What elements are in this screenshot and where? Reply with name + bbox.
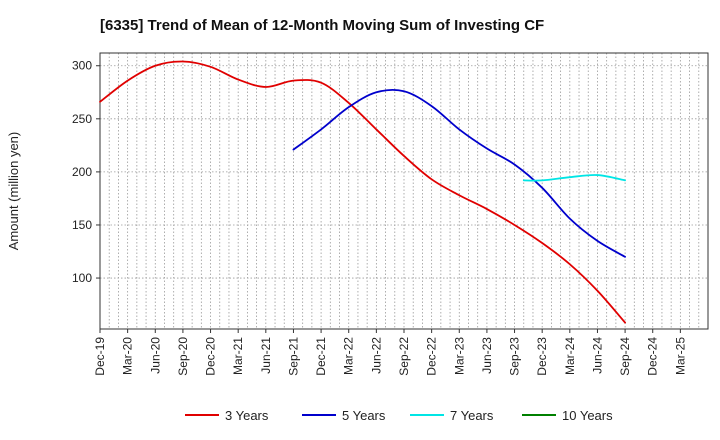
x-tick-label: Mar-20 <box>121 337 135 375</box>
x-tick-label: Jun-22 <box>369 337 383 374</box>
y-axis-label: Amount (million yen) <box>6 132 21 251</box>
series-line-3-years <box>99 60 626 324</box>
x-tick-label: Sep-22 <box>397 337 411 376</box>
x-tick-label: Mar-24 <box>563 337 577 375</box>
x-tick-label: Dec-19 <box>93 337 107 376</box>
x-tick-label: Mar-22 <box>342 337 356 375</box>
x-tick-label: Sep-21 <box>286 337 300 376</box>
series-lines <box>99 60 626 324</box>
x-tick-label: Mar-25 <box>673 337 687 375</box>
x-axis: Dec-19 Mar-20 Jun-20 Sep-20 Dec-20 Mar-21 Jun-… <box>93 329 687 376</box>
x-tick-label: Dec-20 <box>204 337 218 376</box>
x-tick-label: Dec-23 <box>535 337 549 376</box>
y-tick-label: 300 <box>72 59 92 73</box>
legend: 3 Years 5 Years 7 Years 10 Years <box>185 408 613 423</box>
y-tick-label: 250 <box>72 112 92 126</box>
y-tick-label: 150 <box>72 218 92 232</box>
x-tick-label: Dec-22 <box>425 337 439 376</box>
series-line-5-years <box>292 88 626 258</box>
x-tick-label: Sep-23 <box>508 337 522 376</box>
y-tick-label: 100 <box>72 271 92 285</box>
y-axis: 100 150 200 250 300 <box>72 59 100 285</box>
grid-lines <box>100 53 708 329</box>
x-tick-label: Sep-24 <box>618 337 632 376</box>
x-tick-label: Mar-23 <box>452 337 466 375</box>
y-tick-label: 200 <box>72 165 92 179</box>
chart-title: [6335] Trend of Mean of 12-Month Moving … <box>100 17 544 34</box>
x-tick-label: Jun-20 <box>148 337 162 374</box>
x-tick-label: Jun-23 <box>480 337 494 374</box>
x-tick-label: Jun-24 <box>590 337 604 374</box>
x-tick-label: Dec-24 <box>646 337 660 376</box>
x-tick-label: Sep-20 <box>176 337 190 376</box>
series-line-7-years <box>522 174 626 182</box>
legend-label-5-years: 5 Years <box>342 408 386 423</box>
x-tick-label: Dec-21 <box>314 337 328 376</box>
x-tick-label: Mar-21 <box>231 337 245 375</box>
legend-label-10-years: 10 Years <box>562 408 613 423</box>
x-tick-label: Jun-21 <box>259 337 273 374</box>
legend-label-7-years: 7 Years <box>450 408 494 423</box>
legend-label-3-years: 3 Years <box>225 408 269 423</box>
